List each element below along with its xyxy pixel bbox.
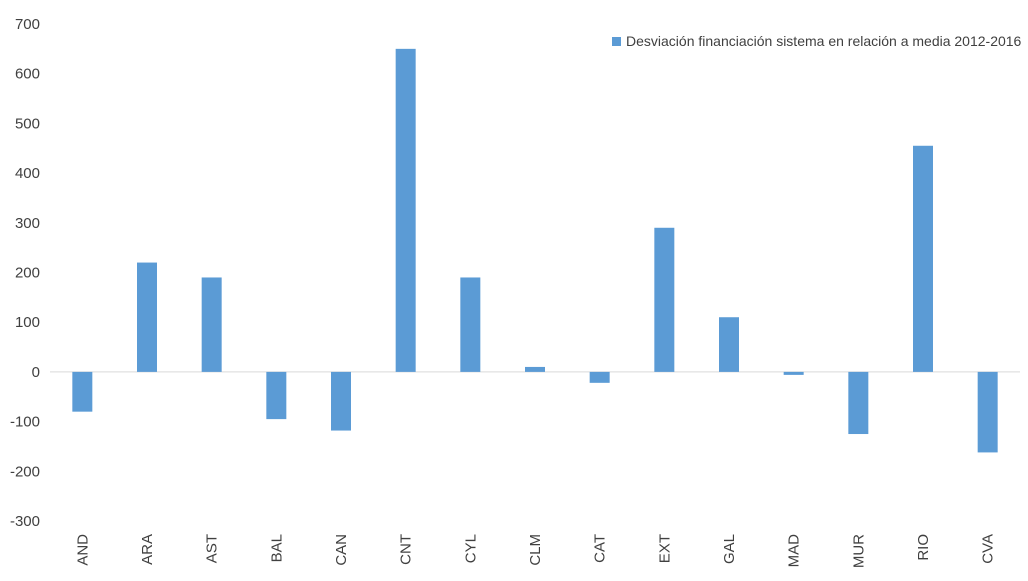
y-tick-label: 100 <box>15 314 40 331</box>
bar-rio <box>913 145 933 372</box>
bar-cat <box>589 371 610 383</box>
x-tick-label: AND <box>74 534 91 566</box>
x-tick-label: CNT <box>398 534 415 565</box>
x-tick-label: CAT <box>592 534 609 563</box>
y-tick-label: 700 <box>15 16 40 33</box>
y-tick-label: 0 <box>32 364 40 381</box>
bar-gal <box>719 317 739 372</box>
y-tick-label: -100 <box>10 414 40 431</box>
x-axis-labels: AND ARA AST BAL CAN CNT CYL CLM CAT EXT GAL MAD MUR R… <box>74 534 996 568</box>
y-tick-label: 200 <box>15 265 40 282</box>
y-tick-label: -300 <box>10 513 40 530</box>
bar-ara <box>137 262 157 372</box>
x-tick-label: RIO <box>915 534 932 561</box>
bar-can <box>331 371 351 431</box>
x-tick-label: MUR <box>850 534 867 568</box>
x-tick-label: CAN <box>333 534 350 566</box>
x-tick-label: EXT <box>656 534 673 563</box>
y-tick-label: -200 <box>10 463 40 480</box>
y-tick-label: 400 <box>15 165 40 182</box>
bar-and <box>72 371 93 412</box>
x-tick-label: CYL <box>462 534 479 563</box>
bar-ast <box>201 277 222 372</box>
x-tick-label: AST <box>204 534 221 563</box>
y-tick-label: 500 <box>15 115 40 132</box>
y-axis-ticks: -300 -200 -100 0 100 200 300 400 500 600 700 <box>10 16 40 530</box>
x-tick-label: GAL <box>721 534 738 564</box>
bar-mur <box>848 371 869 435</box>
bar-cva <box>977 371 998 453</box>
y-tick-label: 300 <box>15 215 40 232</box>
x-tick-label: CLM <box>527 534 544 566</box>
legend-swatch <box>612 37 621 46</box>
bar-clm <box>525 366 545 372</box>
x-tick-label: MAD <box>786 534 803 568</box>
x-tick-label: ARA <box>139 534 156 565</box>
bar-cyl <box>460 277 481 372</box>
x-tick-label: CVA <box>980 534 997 564</box>
bar-cnt <box>395 48 416 372</box>
bars-group <box>72 48 998 453</box>
bar-bal <box>266 371 287 420</box>
legend: Desviación financiación sistema en relac… <box>612 33 1022 49</box>
y-tick-label: 600 <box>15 66 40 83</box>
legend-label: Desviación financiación sistema en relac… <box>626 33 1022 49</box>
bar-ext <box>654 227 675 372</box>
x-tick-label: BAL <box>268 534 285 562</box>
bar-mad <box>783 371 804 375</box>
